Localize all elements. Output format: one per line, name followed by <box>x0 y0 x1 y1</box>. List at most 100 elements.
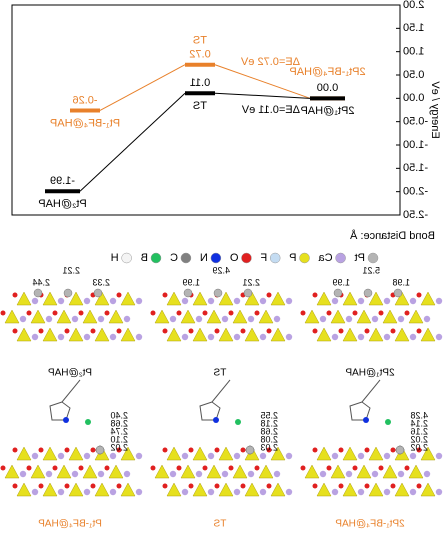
structure-label: TS <box>213 368 226 379</box>
boron <box>235 419 241 425</box>
phosphate <box>94 327 110 342</box>
calcium <box>383 297 391 305</box>
distance-label: 2.18 <box>260 418 278 428</box>
oxygen <box>254 465 260 471</box>
phosphate <box>206 464 222 479</box>
phosphate <box>270 482 286 497</box>
oxygen <box>0 310 6 316</box>
oxygen <box>266 292 272 298</box>
phosphate <box>342 482 358 497</box>
oxygen <box>254 310 260 316</box>
phosphate <box>4 464 20 479</box>
oxygen <box>378 465 384 471</box>
legend-swatch <box>121 252 132 264</box>
oxygen <box>52 465 58 471</box>
distance-label: 4.29 <box>212 265 230 275</box>
distance-label: 1.99 <box>332 277 350 287</box>
phosphate <box>42 482 58 497</box>
calcium <box>83 452 91 460</box>
oxygen <box>214 483 220 489</box>
distance-label: 2.40 <box>110 410 128 420</box>
calcium <box>273 470 281 478</box>
calcium <box>397 470 405 478</box>
boron <box>385 419 391 425</box>
oxygen <box>390 483 396 489</box>
distance-label: 2.55 <box>260 410 278 420</box>
oxygen <box>416 328 422 334</box>
calcium <box>259 333 267 341</box>
legend-swatch <box>241 252 252 264</box>
distance-label: 2.21 <box>62 265 80 275</box>
calcium <box>409 333 417 341</box>
phosphate <box>244 327 260 342</box>
value-label: 0.00 <box>317 82 338 94</box>
distance-label: 2.08 <box>260 434 278 444</box>
connector <box>79 92 186 192</box>
phosphate <box>192 446 208 461</box>
oxygen <box>64 483 70 489</box>
oxygen <box>312 292 318 298</box>
oxygen <box>300 310 306 316</box>
phosphate <box>42 446 58 461</box>
phosphate <box>316 291 332 306</box>
delta-label: ΔE=0.11 eV <box>241 104 300 116</box>
calcium <box>233 297 241 305</box>
legend-label: H <box>111 252 119 264</box>
oxygen <box>240 328 246 334</box>
oxygen <box>150 310 156 316</box>
phosphate <box>108 309 124 324</box>
phosphate <box>258 464 274 479</box>
distance-label: 2.33 <box>92 277 110 287</box>
calcium <box>71 315 79 323</box>
calcium <box>19 315 27 323</box>
state-label: 2Pt₁-BF₄@HAP <box>289 66 365 78</box>
phosphate <box>382 309 398 324</box>
distance-label: 2.68 <box>260 426 278 436</box>
calcium <box>83 297 91 305</box>
oxygen <box>416 483 422 489</box>
oxygen <box>188 447 194 453</box>
legend-swatch <box>269 252 281 264</box>
oxygen <box>116 447 122 453</box>
calcium <box>135 333 143 341</box>
calcium <box>109 452 117 460</box>
oxygen <box>12 447 18 453</box>
calcium <box>285 297 293 305</box>
phosphate <box>16 291 32 306</box>
legend-label: Ca <box>318 252 333 264</box>
legend-label: Pt <box>355 252 365 264</box>
structure-label: TS <box>213 519 226 530</box>
calcium <box>123 315 131 323</box>
oxygen <box>26 465 32 471</box>
calcium <box>45 470 53 478</box>
oxygen <box>352 310 358 316</box>
calcium <box>221 315 229 323</box>
calcium <box>221 470 229 478</box>
oxygen <box>404 465 410 471</box>
calcium <box>331 297 339 305</box>
phosphate <box>180 309 196 324</box>
phosphate <box>154 309 170 324</box>
calcium <box>285 452 293 460</box>
phosphate <box>408 464 424 479</box>
oxygen <box>364 447 370 453</box>
phosphate <box>356 464 372 479</box>
y-tick-label: -2.50 <box>403 209 428 221</box>
calcium <box>331 452 339 460</box>
calcium <box>57 452 65 460</box>
oxygen <box>162 447 168 453</box>
connector <box>214 92 311 99</box>
oxygen <box>214 328 220 334</box>
oxygen <box>176 310 182 316</box>
nitrogen <box>63 417 69 423</box>
state-label: TS <box>193 35 207 47</box>
platinum <box>183 288 193 298</box>
oxygen <box>188 328 194 334</box>
state-label: 2Pt₁@HAP <box>300 105 354 117</box>
phosphate <box>16 327 32 342</box>
boron <box>85 419 91 425</box>
ring <box>349 401 371 421</box>
platinum <box>63 288 73 298</box>
oxygen <box>12 483 18 489</box>
